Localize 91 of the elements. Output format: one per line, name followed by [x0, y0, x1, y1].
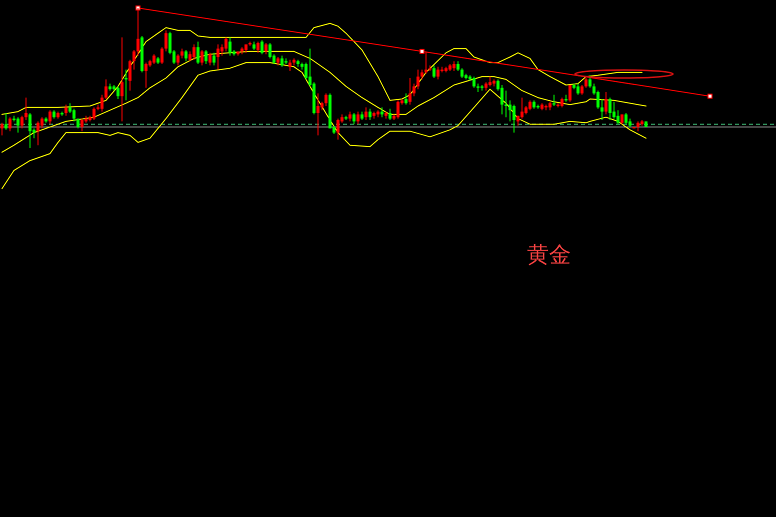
candlestick — [160, 46, 164, 64]
candlestick — [40, 116, 44, 129]
candlestick — [604, 92, 608, 115]
candlestick — [196, 41, 200, 64]
candlestick — [48, 110, 52, 125]
candlestick — [580, 84, 584, 96]
candlestick — [616, 110, 620, 125]
candlestick — [92, 106, 96, 120]
candlestick — [280, 55, 284, 68]
candlestick — [368, 108, 372, 120]
candlestick — [136, 8, 140, 56]
candlestick — [104, 78, 108, 100]
candlestick — [500, 84, 504, 115]
candlestick — [436, 66, 440, 80]
candlestick — [264, 42, 268, 55]
candlestick — [356, 111, 360, 125]
candlestick — [416, 69, 420, 90]
candlestick — [216, 44, 220, 70]
candlestick — [528, 100, 532, 111]
candlestick — [64, 104, 68, 116]
candlestick — [600, 98, 604, 120]
candlestick — [228, 36, 232, 56]
candlestick — [380, 106, 384, 118]
candlestick — [408, 78, 412, 106]
candlestick — [456, 60, 460, 72]
candlestick — [28, 112, 32, 148]
candlestick — [472, 76, 476, 88]
candlestick — [184, 50, 188, 62]
candlestick — [432, 64, 436, 78]
candlestick — [268, 42, 272, 59]
candlestick — [128, 59, 132, 92]
candlestick — [576, 83, 580, 96]
candlestick — [348, 111, 352, 122]
candlestick — [420, 69, 424, 80]
candlestick — [336, 118, 340, 140]
candlestick — [80, 118, 84, 132]
candlestick — [488, 76, 492, 87]
candlestick — [76, 118, 80, 129]
candlestick — [612, 101, 616, 120]
candlestick — [256, 41, 260, 54]
candlestick — [588, 74, 592, 88]
candlestick — [324, 92, 328, 106]
candlestick — [608, 97, 612, 120]
candlestick — [24, 97, 28, 120]
candlestick — [460, 68, 464, 78]
candlestick — [116, 86, 120, 100]
candlestick — [144, 62, 148, 88]
candlestick — [288, 59, 292, 72]
candlestick — [152, 54, 156, 64]
candlestick — [20, 115, 24, 129]
candlestick — [316, 92, 320, 136]
candlestick — [584, 78, 588, 88]
candlestick — [100, 94, 104, 112]
candlestick — [508, 100, 512, 122]
candlestick — [180, 48, 184, 59]
candlestick — [176, 54, 180, 66]
candlestick — [560, 97, 564, 108]
candlestick — [204, 50, 208, 64]
candlestick — [412, 83, 416, 97]
candlestick — [388, 108, 392, 120]
candlestick — [8, 116, 12, 132]
candlestick — [396, 100, 400, 120]
candlestick — [504, 90, 508, 118]
candlestick — [132, 50, 136, 70]
candlestick — [120, 36, 124, 122]
candlestick — [212, 52, 216, 66]
candlestick — [624, 112, 628, 125]
candlestick — [596, 90, 600, 110]
candlestick — [512, 104, 516, 134]
candlestick — [192, 44, 196, 60]
candlestick — [260, 40, 264, 55]
candlestick — [36, 120, 40, 146]
candlestick — [520, 97, 524, 120]
candlestick — [16, 116, 20, 134]
candlestick — [452, 60, 456, 72]
candlestick — [0, 122, 4, 136]
candlestick — [224, 36, 228, 52]
candlestick — [404, 92, 408, 106]
candlestick — [208, 52, 212, 66]
candlestick — [188, 50, 192, 62]
candlestick — [200, 50, 204, 66]
candlestick — [72, 108, 76, 122]
candlestick — [636, 120, 640, 132]
candlestick — [4, 112, 8, 130]
candlestick — [124, 69, 128, 101]
candlestick — [552, 94, 556, 106]
candlestick — [364, 106, 368, 120]
candlestick — [352, 112, 356, 125]
text: 黄金 — [527, 243, 571, 268]
candlestick — [164, 30, 168, 52]
candlestick — [568, 84, 572, 102]
